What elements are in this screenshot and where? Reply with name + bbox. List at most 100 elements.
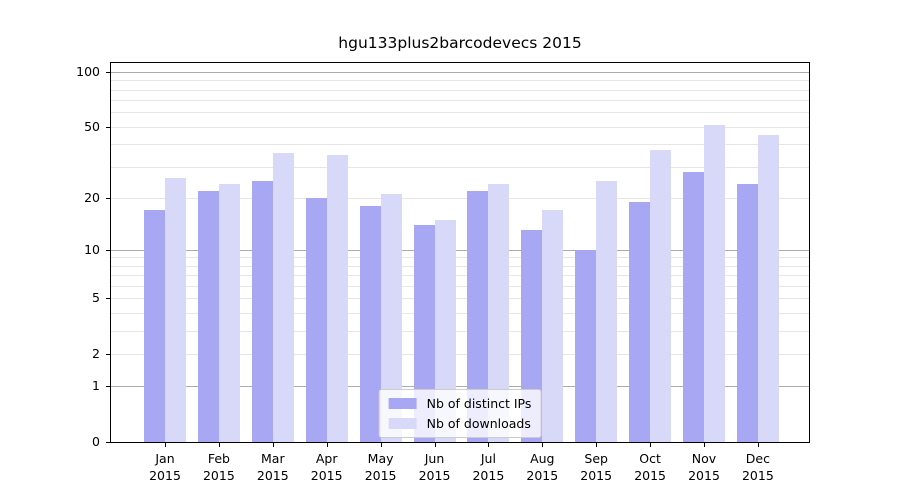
bars-layer xyxy=(111,63,809,442)
x-label-year: 2015 xyxy=(472,468,505,483)
legend-swatch-distinct-ips xyxy=(388,398,417,409)
y-tick-label-50: 50 xyxy=(84,118,100,134)
y-tick-label-1: 1 xyxy=(92,378,100,394)
legend-swatch-downloads xyxy=(388,418,417,429)
y-tick-mark-50 xyxy=(106,126,110,128)
x-tick-label-nov: Nov 2015 xyxy=(674,450,734,484)
bar-downloads-aug xyxy=(542,210,564,442)
y-tick-label-2: 2 xyxy=(92,345,100,361)
y-tick-label-5: 5 xyxy=(92,290,100,306)
bar-downloads-jul xyxy=(488,183,510,442)
bar-downloads-feb xyxy=(218,183,240,442)
x-label-month: Mar xyxy=(261,451,285,466)
bar-distinct-ips-may xyxy=(359,205,381,442)
gridline-minor-8 xyxy=(111,265,809,267)
y-tick-label-100: 100 xyxy=(76,64,100,79)
bar-distinct-ips-dec xyxy=(736,183,758,442)
gridline-minor-80 xyxy=(111,89,809,91)
x-label-month: Jun xyxy=(424,451,445,466)
x-label-month: Nov xyxy=(691,451,717,466)
gridline-minor-60 xyxy=(111,112,809,114)
gridline-minor-6 xyxy=(111,286,809,287)
legend-entry-distinct-ips: Nb of distinct IPs xyxy=(388,396,531,411)
x-tick-label-sep: Sep 2015 xyxy=(566,450,626,484)
x-tick-label-oct: Oct 2015 xyxy=(620,450,680,484)
y-tick-mark-100 xyxy=(106,72,110,73)
bar-distinct-ips-nov xyxy=(683,172,704,442)
bar-downloads-dec xyxy=(757,135,779,442)
bar-distinct-ips-jan xyxy=(144,210,165,442)
plot-area: Nb of distinct IPs Nb of downloads xyxy=(110,62,810,443)
bar-distinct-ips-sep xyxy=(575,249,597,442)
x-label-month: Aug xyxy=(530,451,555,466)
x-tick-mark-apr xyxy=(326,443,328,447)
x-tick-mark-jun xyxy=(434,443,436,447)
bar-downloads-oct xyxy=(650,150,672,442)
gridline-minor-50 xyxy=(111,126,809,128)
gridline-minor-30 xyxy=(111,166,809,168)
x-tick-label-may: May 2015 xyxy=(351,450,411,484)
x-tick-label-dec: Dec 2015 xyxy=(728,450,788,484)
bar-distinct-ips-jun xyxy=(413,224,435,442)
x-label-month: Apr xyxy=(315,451,338,466)
x-label-month: Sep xyxy=(584,451,608,466)
x-tick-mark-nov xyxy=(704,443,705,447)
bar-downloads-jun xyxy=(434,219,456,442)
y-tick-label-0: 0 xyxy=(92,434,100,449)
x-label-month: Dec xyxy=(745,451,770,466)
x-tick-mark-may xyxy=(380,443,382,447)
x-tick-label-mar: Mar 2015 xyxy=(243,450,303,484)
x-tick-label-feb: Feb 2015 xyxy=(189,450,249,484)
grid-layer xyxy=(111,63,809,442)
bar-distinct-ips-feb xyxy=(197,190,219,442)
x-tick-mark-dec xyxy=(757,443,759,447)
gridline-minor-4 xyxy=(111,313,809,314)
x-label-year: 2015 xyxy=(256,468,289,483)
x-label-month: May xyxy=(367,451,394,466)
x-tick-mark-sep xyxy=(596,443,598,447)
gridline-minor-9 xyxy=(111,257,809,259)
gridline-minor-3 xyxy=(111,330,809,332)
bar-downloads-may xyxy=(380,194,402,442)
gridline-minor-5 xyxy=(111,298,809,300)
x-tick-mark-jan xyxy=(165,443,166,447)
x-tick-label-jan: Jan 2015 xyxy=(135,450,195,484)
y-tick-mark-20 xyxy=(106,197,110,199)
gridline-minor-40 xyxy=(111,144,809,146)
x-tick-label-aug: Aug 2015 xyxy=(512,450,572,484)
y-tick-label-20: 20 xyxy=(84,189,100,205)
x-label-month: Jan xyxy=(155,451,175,466)
legend-label-downloads: Nb of downloads xyxy=(426,416,531,431)
y-tick-mark-1 xyxy=(106,386,110,388)
gridline-minor-90 xyxy=(111,80,809,82)
y-tick-mark-5 xyxy=(106,298,110,300)
x-label-year: 2015 xyxy=(634,468,666,483)
x-tick-label-apr: Apr 2015 xyxy=(297,450,357,484)
bar-downloads-nov xyxy=(704,125,725,442)
gridline-minor-70 xyxy=(111,100,809,102)
gridline-major-100 xyxy=(111,72,809,73)
bar-distinct-ips-mar xyxy=(251,180,273,442)
x-tick-mark-feb xyxy=(218,443,220,447)
x-label-year: 2015 xyxy=(149,468,181,483)
bar-downloads-sep xyxy=(596,180,618,442)
gridline-minor-20 xyxy=(111,197,809,199)
x-label-year: 2015 xyxy=(310,468,343,483)
x-label-year: 2015 xyxy=(580,468,613,483)
x-tick-mark-oct xyxy=(650,443,652,447)
x-label-year: 2015 xyxy=(526,468,559,483)
bar-downloads-apr xyxy=(326,154,348,442)
x-tick-label-jul: Jul 2015 xyxy=(458,450,518,484)
x-label-year: 2015 xyxy=(418,468,451,483)
x-tick-label-jun: Jun 2015 xyxy=(405,450,465,484)
bar-distinct-ips-jul xyxy=(467,190,489,442)
chart-title: hgu133plus2barcodevecs 2015 xyxy=(338,34,582,52)
x-label-month: Oct xyxy=(639,451,661,466)
bar-distinct-ips-oct xyxy=(629,201,651,442)
gridline-minor-2 xyxy=(111,353,809,355)
bar-distinct-ips-apr xyxy=(305,197,327,442)
bar-downloads-mar xyxy=(272,152,294,442)
gridline-major-1 xyxy=(111,386,809,388)
x-label-month: Feb xyxy=(207,451,230,466)
